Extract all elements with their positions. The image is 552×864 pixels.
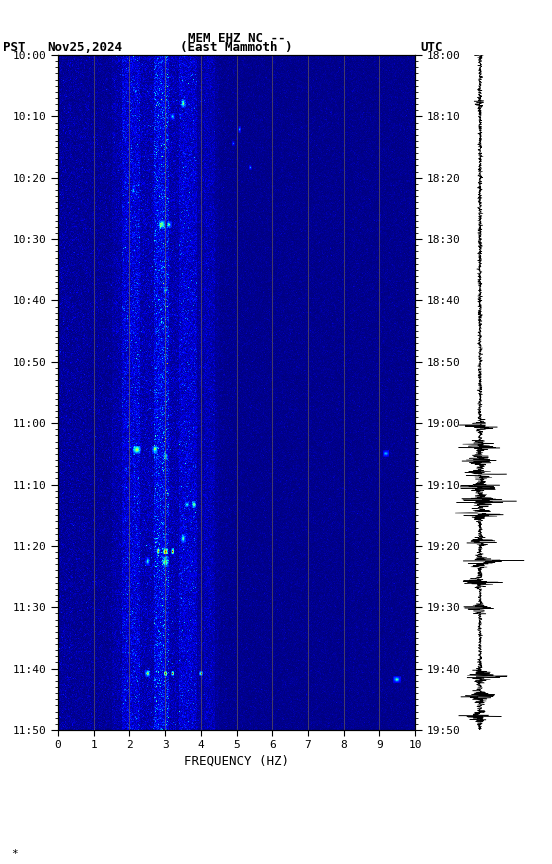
X-axis label: FREQUENCY (HZ): FREQUENCY (HZ): [184, 754, 289, 767]
Text: PST: PST: [3, 41, 25, 54]
Text: MEM EHZ NC --: MEM EHZ NC --: [188, 32, 285, 45]
Text: *: *: [11, 849, 18, 859]
Text: (East Mammoth ): (East Mammoth ): [181, 41, 293, 54]
Text: Nov25,2024: Nov25,2024: [47, 41, 122, 54]
Text: UTC: UTC: [421, 41, 443, 54]
